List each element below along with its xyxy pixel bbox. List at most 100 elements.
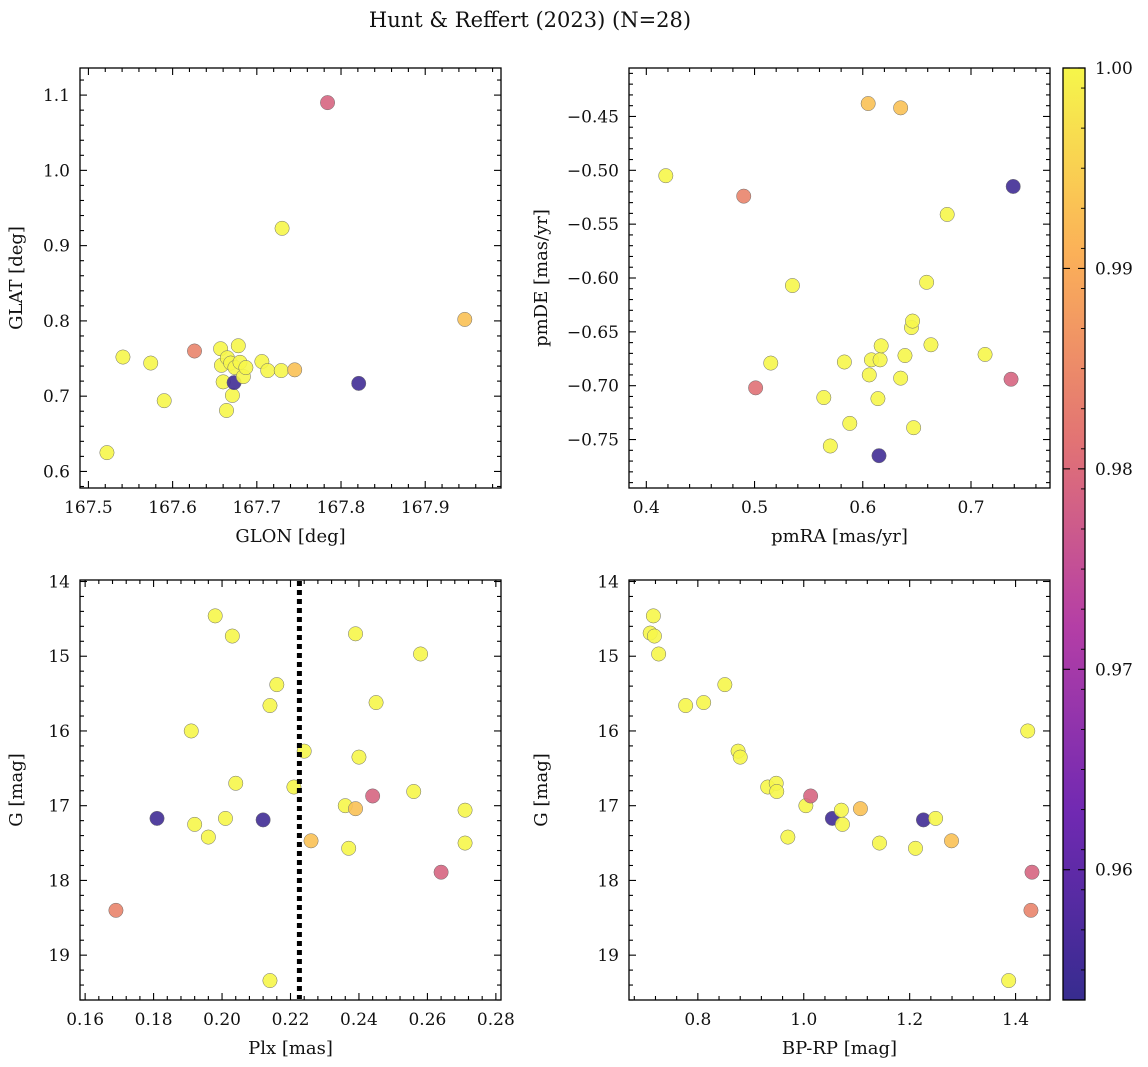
scatter-point bbox=[413, 646, 429, 662]
scatter-point bbox=[897, 348, 913, 363]
scatter-point bbox=[1020, 723, 1036, 739]
colorbar: 0.96 0.97 0.98 0.99 1.00 bbox=[1062, 59, 1133, 1001]
scatter-point bbox=[645, 608, 661, 624]
y-tick-label: −0.60 bbox=[567, 269, 619, 289]
x-tick-label: 0.24 bbox=[340, 1010, 378, 1030]
scatter-point bbox=[870, 391, 886, 407]
scatter-point bbox=[871, 448, 887, 464]
x-tick-label: 0.7 bbox=[957, 498, 984, 518]
x-axis-label: Plx [mas] bbox=[248, 1038, 333, 1059]
scatter-point bbox=[115, 349, 131, 365]
scatter-point bbox=[928, 810, 944, 826]
scatter-point bbox=[906, 420, 922, 436]
panel-glon_glat: 167.5 167.6 167.7 167.8 167.9 0.6 0.7 0.8 0.9 1.0… bbox=[6, 67, 502, 547]
axes-frame bbox=[628, 67, 1051, 489]
scatter-point bbox=[348, 626, 363, 642]
x-tick-label: 1.2 bbox=[896, 1010, 923, 1030]
x-tick-label: 0.6 bbox=[849, 498, 876, 518]
y-tick-label: 17 bbox=[48, 797, 70, 817]
colorbar-tick-label: 0.99 bbox=[1095, 259, 1133, 279]
scatter-point bbox=[784, 278, 800, 293]
y-tick-label: 0.8 bbox=[43, 312, 70, 332]
y-tick-label: −0.50 bbox=[567, 161, 619, 181]
scatter-point bbox=[341, 840, 357, 856]
scatter-point bbox=[260, 363, 276, 379]
scatter-point bbox=[207, 608, 223, 624]
scatter-point bbox=[406, 784, 422, 799]
scatter-point bbox=[457, 802, 473, 818]
y-tick-label: −0.45 bbox=[567, 107, 619, 127]
x-tick-label: 1.4 bbox=[1002, 1010, 1029, 1030]
colorbar-frame bbox=[1062, 67, 1086, 1001]
colorbar-tick-label: 0.98 bbox=[1095, 460, 1133, 480]
scatter-point bbox=[736, 188, 752, 204]
scatter-point bbox=[717, 677, 733, 693]
y-tick-label: 19 bbox=[597, 946, 619, 966]
panel-bprp_g: 0.8 1.0 1.2 1.4 14 15 16 17 18 19 BP-RP [mag] G [ma… bbox=[531, 572, 1051, 1059]
colorbar-tick-label: 0.96 bbox=[1095, 861, 1133, 881]
scatter-point bbox=[833, 802, 849, 818]
scatter-point bbox=[274, 220, 290, 236]
panel-pmra_pmde: 0.4 0.5 0.6 0.7 −0.75 −0.70 −0.65 −0.60 −0.55 −0.… bbox=[531, 67, 1051, 547]
y-tick-label: 17 bbox=[597, 797, 619, 817]
scatter-point bbox=[365, 788, 381, 804]
scatter-point bbox=[834, 816, 850, 832]
scatter-point bbox=[944, 833, 959, 849]
scatter-point bbox=[224, 628, 240, 644]
y-tick-label: −0.75 bbox=[567, 431, 619, 451]
y-axis-label: G [mag] bbox=[531, 753, 552, 826]
x-tick-label: 167.6 bbox=[148, 498, 197, 518]
scatter-points bbox=[658, 96, 1021, 464]
colorbar-tick-label: 0.97 bbox=[1095, 660, 1133, 680]
axes-frame bbox=[628, 579, 1051, 1001]
scatter-point bbox=[287, 362, 303, 378]
y-tick-label: −0.70 bbox=[567, 377, 619, 397]
scatter-point bbox=[763, 355, 779, 371]
y-tick-label: 1.1 bbox=[43, 86, 70, 106]
scatter-point bbox=[836, 354, 852, 370]
scatter-point bbox=[872, 835, 887, 851]
scatter-point bbox=[651, 646, 667, 662]
scatter-point bbox=[218, 810, 233, 826]
x-tick-label: 0.20 bbox=[203, 1010, 241, 1030]
scatter-point bbox=[269, 677, 285, 693]
x-tick-label: 1.0 bbox=[790, 1010, 817, 1030]
scatter-point bbox=[187, 816, 203, 832]
ticks bbox=[629, 68, 1050, 488]
scatter-point bbox=[348, 801, 363, 817]
figure-title: Hunt & Reffert (2023) (N=28) bbox=[369, 8, 691, 32]
y-tick-label: 16 bbox=[48, 722, 70, 742]
y-tick-label: 0.6 bbox=[43, 462, 70, 482]
x-tick-label: 0.28 bbox=[477, 1010, 515, 1030]
scatter-point bbox=[748, 380, 764, 396]
scatter-point bbox=[351, 375, 367, 391]
y-tick-label: 15 bbox=[48, 647, 70, 667]
x-tick-label: 0.4 bbox=[633, 498, 660, 518]
scatter-point bbox=[219, 403, 234, 418]
scatter-point bbox=[224, 387, 240, 403]
y-axis-label: G [mag] bbox=[6, 753, 27, 826]
scatter-point bbox=[1024, 864, 1040, 880]
scatter-point bbox=[108, 902, 124, 918]
scatter-point bbox=[923, 337, 939, 353]
x-tick-label: 0.16 bbox=[66, 1010, 104, 1030]
scatter-point bbox=[696, 695, 712, 711]
scatter-point bbox=[860, 96, 876, 111]
scatter-point bbox=[1023, 902, 1039, 918]
x-axis-label: pmRA [mas/yr] bbox=[771, 526, 908, 547]
scatter-point bbox=[143, 355, 159, 371]
scatter-point bbox=[99, 445, 115, 461]
scatter-point bbox=[780, 829, 796, 845]
y-tick-label: 14 bbox=[48, 572, 70, 592]
axes-frame bbox=[79, 579, 502, 1001]
x-tick-label: 0.18 bbox=[135, 1010, 173, 1030]
scatter-point bbox=[200, 829, 216, 845]
scatter-point bbox=[228, 775, 244, 791]
scatter-point bbox=[1001, 973, 1017, 989]
scatter-point bbox=[977, 347, 993, 362]
scatter-point bbox=[351, 749, 367, 765]
y-tick-label: 19 bbox=[48, 946, 70, 966]
scatter-point bbox=[255, 812, 271, 828]
scatter-point bbox=[457, 311, 473, 327]
